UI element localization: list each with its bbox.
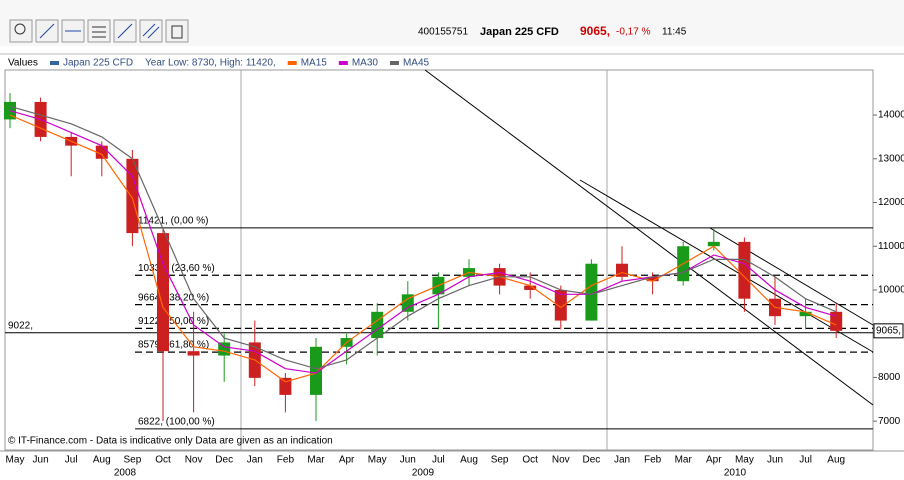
year-label: 2010 <box>724 468 747 479</box>
x-tick-label: May <box>6 455 25 466</box>
y-tick-label: 10000 <box>878 285 904 296</box>
legend-label: MA45 <box>403 58 430 69</box>
instrument-name: Japan 225 CFD <box>480 26 559 38</box>
y-tick-label: 7000 <box>878 416 901 427</box>
legend-title: Values <box>8 58 38 69</box>
x-tick-label: Jan <box>247 455 263 466</box>
candle-body <box>279 377 292 395</box>
x-tick-label: Jul <box>432 455 445 466</box>
legend-swatch <box>338 61 348 65</box>
y-tick-label: 11000 <box>878 241 904 252</box>
x-tick-label: Jun <box>400 455 416 466</box>
x-tick-label: Jul <box>65 455 78 466</box>
x-tick-label: Sep <box>124 455 142 466</box>
x-tick-label: Aug <box>93 455 111 466</box>
y-tick-label: 12000 <box>878 197 904 208</box>
icon <box>147 26 160 39</box>
x-tick-label: Jan <box>614 455 630 466</box>
x-tick-label: May <box>368 455 387 466</box>
legend-swatch <box>287 61 297 65</box>
candle-body <box>310 346 322 395</box>
fibo-button[interactable] <box>87 19 111 43</box>
fib-label: 11421, (0,00 %) <box>138 215 208 226</box>
x-tick-label: Dec <box>215 455 233 466</box>
x-tick-label: May <box>735 455 754 466</box>
trend-line[interactable] <box>579 179 874 353</box>
x-tick-label: Dec <box>583 455 601 466</box>
candle-body <box>126 158 139 234</box>
legend-label: MA30 <box>352 58 379 69</box>
x-tick-label: Feb <box>277 455 295 466</box>
trend-line[interactable] <box>424 69 874 406</box>
icon <box>39 23 55 39</box>
trend-line[interactable] <box>709 227 874 326</box>
x-tick-label: Jul <box>799 455 812 466</box>
x-tick-label: Aug <box>460 455 478 466</box>
icon <box>171 25 183 39</box>
candle-body <box>157 233 169 352</box>
delete-button[interactable] <box>165 19 189 43</box>
y-tick-label: 13000 <box>878 153 904 164</box>
candle-body <box>738 241 751 299</box>
candle-body <box>707 241 720 247</box>
parallel-button[interactable] <box>139 19 163 43</box>
fib-label: 8579, (61,80 %) <box>138 340 209 351</box>
last-price-box <box>873 323 904 339</box>
candle-body <box>187 351 200 356</box>
fib-label: 10336, (23,60 %) <box>138 263 215 274</box>
x-tick-label: Apr <box>339 455 355 466</box>
header-time: 11:45 <box>662 27 687 38</box>
x-tick-label: Mar <box>675 455 693 466</box>
year-label: 2009 <box>412 468 435 479</box>
toolbar-buttons <box>9 19 189 43</box>
x-tick-label: Oct <box>522 455 538 466</box>
icon <box>117 23 133 39</box>
year-label: 2008 <box>114 468 137 479</box>
fib-label: 9664, (38,20 %) <box>138 292 209 303</box>
y-tick-label: 8000 <box>878 372 901 383</box>
x-tick-label: Sep <box>491 455 509 466</box>
instrument-id: 400155751 <box>418 27 468 38</box>
x-tick-label: Aug <box>827 455 845 466</box>
x-tick-label: Mar <box>307 455 325 466</box>
moving-average <box>9 114 837 383</box>
candle-body <box>799 311 812 317</box>
header-price: 9065, <box>580 24 610 38</box>
candle-body <box>371 311 384 339</box>
x-tick-label: Jun <box>33 455 49 466</box>
icon <box>142 23 156 37</box>
candle-body <box>585 263 598 321</box>
x-tick-label: Nov <box>552 455 570 466</box>
y-tick-label: 14000 <box>878 110 904 121</box>
x-tick-label: Feb <box>644 455 662 466</box>
reference-label: 9022, <box>8 320 33 331</box>
moving-average <box>9 105 837 370</box>
legend-swatch <box>50 61 59 65</box>
plot-frame <box>4 69 874 451</box>
x-tick-label: Jun <box>767 455 783 466</box>
x-tick-label: Nov <box>185 455 203 466</box>
candle-body <box>401 294 414 312</box>
fib-label: 6822, (100,00 %) <box>138 417 215 428</box>
candle-body <box>524 285 537 290</box>
legend-swatch <box>389 61 399 65</box>
x-tick-label: Apr <box>706 455 722 466</box>
candle-body <box>646 276 659 282</box>
legend-label: Japan 225 CFD <box>63 58 133 69</box>
icon <box>14 23 26 35</box>
moving-average <box>9 110 837 374</box>
x-tick-label: Oct <box>155 455 171 466</box>
header-change: -0,17 % <box>616 27 651 38</box>
last-price-label: 9065, <box>876 325 901 336</box>
zoom-button[interactable] <box>9 19 33 43</box>
candle-body <box>554 289 567 321</box>
candle-body <box>830 311 843 331</box>
footer: © IT-Finance.com - Data is indicative on… <box>8 436 333 447</box>
legend-label: MA15 <box>301 58 328 69</box>
legend-note: Year Low: 8730, High: 11420, <box>145 58 276 69</box>
